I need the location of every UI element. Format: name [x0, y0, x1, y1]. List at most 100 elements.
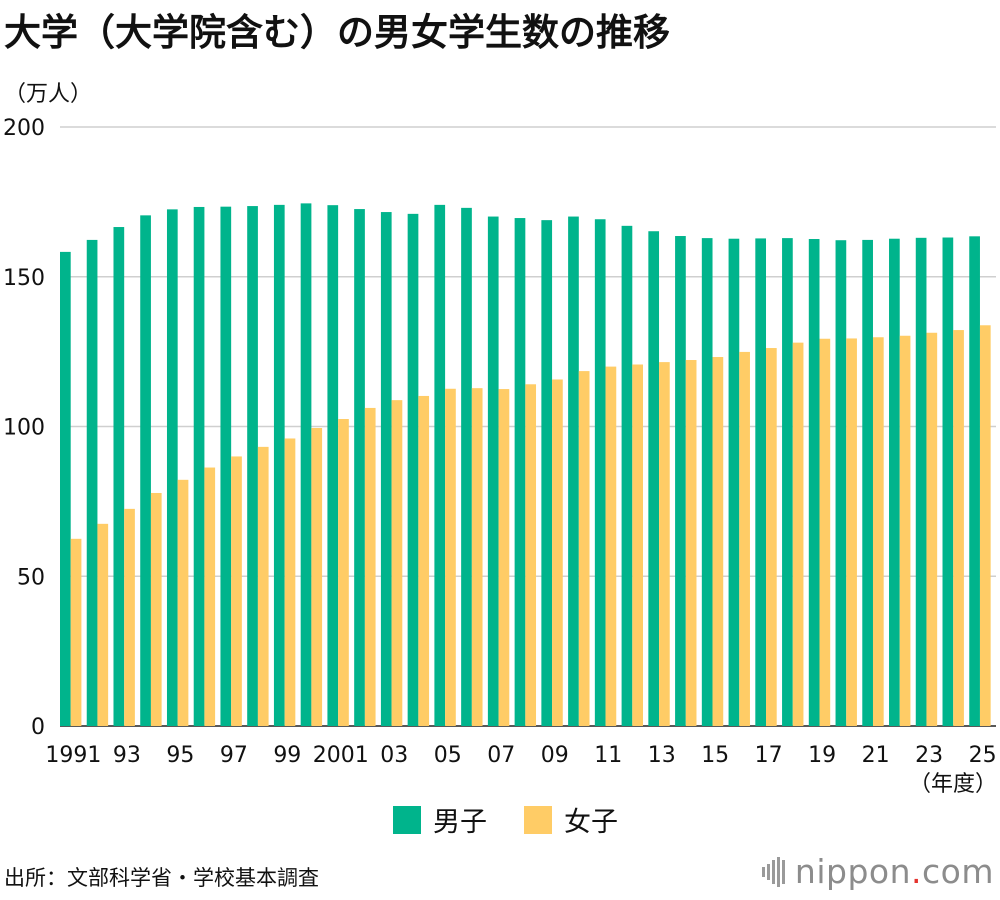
- x-tick-label: 17: [755, 743, 783, 768]
- x-tick-label: 97: [220, 743, 248, 768]
- bar-male-1993: [113, 227, 125, 726]
- x-tick-label: 95: [166, 743, 194, 768]
- x-tick-label: 2001: [313, 743, 369, 768]
- bar-female-2003: [391, 400, 403, 726]
- bar-female-2006: [471, 388, 483, 726]
- bar-female-2022: [899, 335, 911, 726]
- logo-dot: .: [911, 852, 923, 891]
- bar-female-1994: [150, 492, 162, 726]
- bar-male-2005: [434, 204, 446, 726]
- bar-female-2009: [552, 379, 563, 726]
- bar-male-2009: [541, 220, 553, 726]
- y-axis-ticks: 0 50 100 150 200: [3, 116, 45, 740]
- bar-female-1997: [231, 456, 242, 726]
- bar-female-2012: [632, 364, 643, 726]
- bar-male-2014: [675, 236, 686, 726]
- bar-female-2005: [445, 388, 456, 726]
- bar-female-2020: [846, 338, 857, 726]
- y-tick-label: 0: [31, 715, 45, 740]
- bar-male-2000: [300, 203, 312, 726]
- bar-series: [60, 203, 991, 727]
- y-tick-label: 150: [3, 266, 45, 291]
- y-tick-label: 100: [3, 416, 45, 441]
- bar-male-1999: [273, 204, 285, 726]
- bar-male-2001: [327, 205, 339, 726]
- bar-male-2019: [808, 239, 820, 726]
- legend-item-male: 男子: [393, 800, 487, 839]
- bar-male-2024: [942, 237, 954, 726]
- legend-swatch-female: [524, 805, 552, 834]
- bar-male-2020: [835, 240, 847, 726]
- bar-female-2000: [311, 427, 323, 726]
- x-axis-unit-label: （年度）: [909, 772, 997, 797]
- bar-male-2010: [568, 216, 579, 726]
- bar-male-2007: [487, 216, 499, 726]
- bar-male-1992: [86, 239, 98, 726]
- bar-male-2018: [782, 238, 793, 726]
- bar-male-1991: [60, 251, 71, 727]
- bar-female-2015: [712, 357, 724, 726]
- bar-female-2010: [578, 371, 590, 726]
- x-tick-label: 23: [915, 743, 943, 768]
- bar-female-2001: [338, 419, 349, 726]
- bar-male-1998: [247, 206, 258, 726]
- bar-male-1997: [220, 206, 232, 727]
- bar-male-2012: [621, 225, 633, 726]
- bar-female-1996: [204, 467, 216, 726]
- bar-female-1992: [97, 523, 109, 726]
- bar-male-2002: [354, 209, 365, 727]
- x-tick-label: 09: [541, 743, 569, 768]
- x-tick-label: 07: [487, 743, 515, 768]
- bar-female-2013: [659, 362, 670, 726]
- x-tick-label: 03: [380, 743, 408, 768]
- bar-female-2018: [792, 342, 804, 726]
- bar-female-2011: [605, 366, 617, 726]
- logo-suffix: com: [922, 852, 994, 891]
- legend-label-male: 男子: [433, 807, 487, 838]
- nippon-logo[interactable]: nippon. com: [761, 852, 994, 891]
- bar-female-2024: [953, 330, 964, 726]
- x-tick-label: 1991: [45, 743, 101, 768]
- bar-female-2017: [766, 348, 777, 726]
- bar-male-2021: [862, 239, 873, 726]
- bar-male-1996: [193, 206, 205, 727]
- chart-title: 大学（大学院含む）の男女学生数の推移: [4, 11, 670, 54]
- x-tick-label: 05: [434, 743, 462, 768]
- bar-male-1994: [140, 215, 151, 727]
- bar-female-2004: [418, 395, 430, 726]
- bar-male-2008: [514, 218, 526, 726]
- bar-male-2023: [915, 237, 927, 726]
- logo-bars-icon: [761, 856, 787, 887]
- bar-female-2002: [364, 407, 376, 726]
- bar-female-2016: [739, 351, 750, 726]
- bar-male-2004: [407, 213, 419, 727]
- bar-male-2003: [380, 212, 392, 727]
- source-note: 出所：文部科学省・学校基本調査: [4, 866, 319, 890]
- bar-female-1991: [70, 538, 82, 726]
- y-axis-unit-label: （万人）: [4, 82, 93, 107]
- bar-male-2011: [594, 219, 606, 726]
- x-tick-label: 93: [113, 743, 141, 768]
- bar-male-2006: [461, 207, 472, 727]
- bar-female-1998: [257, 446, 269, 726]
- bar-male-2022: [889, 238, 900, 726]
- bar-male-2025: [969, 236, 980, 726]
- x-tick-label: 99: [273, 743, 301, 768]
- bar-female-2008: [525, 384, 537, 726]
- y-tick-label: 50: [17, 565, 45, 590]
- x-tick-label: 11: [594, 743, 622, 768]
- bar-female-2019: [819, 338, 831, 726]
- bar-male-2013: [648, 231, 660, 726]
- x-tick-label: 15: [701, 743, 729, 768]
- bar-female-1993: [124, 508, 135, 726]
- x-tick-label: 13: [648, 743, 676, 768]
- legend-label-female: 女子: [564, 807, 618, 838]
- bar-female-2007: [498, 389, 510, 726]
- bar-female-1999: [284, 438, 296, 726]
- legend-item-female: 女子: [524, 800, 618, 839]
- bar-male-2017: [755, 238, 767, 726]
- bar-male-2016: [728, 238, 740, 726]
- x-tick-label: 19: [808, 743, 836, 768]
- legend-swatch-male: [393, 805, 421, 834]
